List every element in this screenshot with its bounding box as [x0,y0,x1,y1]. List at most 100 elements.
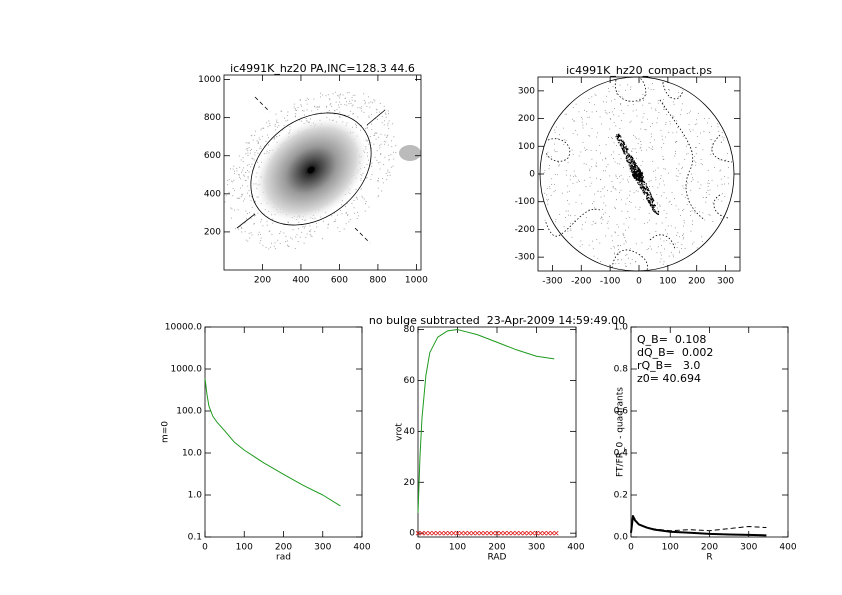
image-pixel [365,203,367,205]
image-pixel [333,220,335,222]
marker [506,530,512,536]
marker [419,530,425,536]
image-pixel [316,106,318,108]
contour [711,134,733,163]
image-pixel [247,176,249,178]
image-pixel [636,175,638,177]
image-pixel [584,150,586,151]
image-pixel [314,105,316,107]
image-pixel [239,176,241,178]
minor-axis [354,227,371,244]
image-pixel [243,175,245,177]
image-pixel [672,254,674,256]
image-pixel [625,155,628,157]
image-pixel [600,179,601,181]
image-pixel [558,165,560,167]
image-pixel [368,96,370,98]
image-pixel [638,177,641,179]
image-pixel [632,170,635,172]
image-pixel [685,186,687,187]
image-pixel [659,183,660,185]
image-pixel [354,123,356,125]
image-pixel [245,142,247,144]
image-pixel [247,185,249,187]
image-pixel [665,136,667,138]
image-pixel [600,196,602,198]
image-pixel [616,134,618,136]
image-pixel [609,175,611,177]
image-pixel [640,143,642,145]
image-pixel [651,107,653,109]
image-pixel [644,129,646,130]
image-pixel [326,111,328,113]
image-pixel [632,110,634,112]
y-tick-label: 0.6 [614,407,629,417]
image-pixel [633,167,635,169]
image-pixel [391,146,393,148]
image-pixel [640,150,642,151]
image-pixel [602,219,604,221]
image-pixel [635,174,637,176]
image-pixel [601,217,603,218]
image-pixel [630,160,632,162]
image-pixel [346,104,348,106]
image-pixel [563,144,565,145]
image-pixel [677,127,679,129]
image-pixel [249,195,251,197]
marker [435,530,441,536]
image-pixel [572,153,574,155]
image-pixel [635,163,637,165]
image-pixel [573,170,575,172]
image-pixel [640,256,642,258]
image-pixel [567,210,569,212]
image-pixel [238,155,240,157]
image-pixel [246,218,248,220]
image-pixel [637,175,639,177]
image-pixel [616,135,619,138]
image-pixel [385,116,387,118]
image-pixel [277,121,279,123]
image-pixel [624,150,626,153]
image-pixel [370,164,372,166]
image-pixel [632,104,634,105]
image-pixel [599,152,601,154]
image-pixel [645,191,647,194]
image-pixel [592,240,594,242]
x-tick-label: 400 [292,276,309,286]
image-pixel [630,156,633,158]
image-pixel [668,172,669,174]
image-pixel [386,178,388,180]
image-pixel [627,153,629,155]
image-pixel [321,238,323,240]
image-pixel [690,110,691,112]
image-pixel [287,119,289,121]
image-pixel [594,104,595,106]
image-pixel [691,177,693,179]
image-pixel [548,186,550,188]
image-pixel [387,134,389,136]
image-pixel [691,220,693,222]
image-pixel [592,221,594,222]
image-pixel [383,105,385,107]
marker [490,530,496,536]
image-pixel [627,148,629,150]
image-pixel [249,212,251,214]
image-pixel [366,163,368,165]
image-pixel [588,244,590,246]
y-axis-label: FT/FR_0 - quadrants [616,387,626,477]
image-pixel [632,168,634,170]
image-pixel [311,110,313,112]
line-series [630,515,767,533]
y-tick-label: -100 [515,197,536,207]
image-pixel [660,175,662,177]
image-pixel [630,164,632,166]
marker [550,530,555,536]
marker [423,530,429,536]
image-pixel [651,202,654,204]
image-pixel [233,209,235,211]
image-pixel [672,115,674,117]
image-pixel [345,101,347,103]
image-pixel [699,187,701,189]
image-pixel [724,196,726,197]
image-pixel [637,178,639,180]
